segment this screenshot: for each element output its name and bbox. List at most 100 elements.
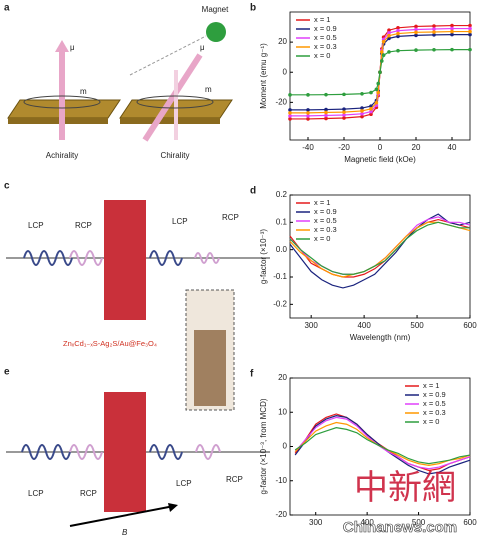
x-tick-label: 600 (463, 321, 477, 330)
data-point (450, 23, 454, 28)
legend-label: x = 0.9 (314, 24, 337, 33)
data-point (369, 109, 373, 114)
y-tick-label: 0 (283, 442, 288, 451)
helix (69, 250, 103, 266)
x-axis-title: Wavelength (nm) (350, 333, 411, 342)
data-point (306, 114, 310, 118)
legend-label: x = 0 (314, 234, 330, 243)
data-point (396, 26, 400, 30)
x-tick-label: 300 (304, 321, 318, 330)
legend-label: x = 0.9 (423, 390, 446, 399)
helix (195, 444, 221, 460)
y-tick-label: 20 (278, 373, 287, 382)
magnet (206, 22, 226, 42)
slab-side (8, 118, 108, 124)
y-axis-title: g-factor (×10⁻³, from MCD) (259, 398, 268, 494)
slab-side (120, 118, 220, 124)
legend-label: x = 0.5 (314, 33, 337, 42)
data-point (360, 109, 364, 113)
data-point (360, 111, 364, 116)
data-point (381, 39, 386, 44)
moment-arrow (142, 53, 203, 142)
helix (69, 444, 103, 460)
data-point (380, 50, 384, 54)
panel-label: d (250, 186, 256, 197)
x-tick-label: 500 (410, 321, 424, 330)
y-tick-label: 20 (278, 37, 287, 46)
data-point (342, 113, 346, 117)
series-line (294, 427, 471, 465)
data-point (306, 93, 310, 97)
data-point (468, 26, 472, 31)
helix (149, 444, 183, 460)
panel-label: b (250, 3, 256, 14)
mu: μ (70, 43, 75, 52)
data-point (374, 101, 379, 105)
panel-label: f (250, 369, 254, 380)
data-point (468, 47, 472, 52)
lcp: LCP (28, 489, 44, 498)
data-point (342, 110, 346, 114)
rcp: RCP (75, 221, 92, 230)
data-point (432, 33, 436, 37)
arrowhead (55, 40, 69, 52)
data-point (414, 24, 418, 29)
legend-label: x = 0 (423, 417, 439, 426)
data-point (306, 111, 310, 115)
x-tick-label: 300 (309, 518, 323, 527)
rcp: RCP (226, 475, 243, 484)
data-point (387, 28, 391, 33)
data-point (396, 31, 400, 36)
panel-c: c LCP RCP LCP RCP ZnₓCd₁₋ₓS-Ag₂S/Au@Fe₃O… (4, 181, 270, 411)
data-point (288, 93, 292, 97)
y-tick-label: -0.1 (273, 272, 287, 281)
y-axis-title: g-factor (×10⁻³) (259, 229, 268, 284)
panel-e: e LCP RCP LCP RCP B (4, 367, 270, 537)
legend-label: x = 1 (314, 198, 330, 207)
helix (23, 250, 73, 266)
data-point (342, 116, 346, 120)
data-point (369, 112, 373, 117)
watermark-logo: 中新網 (354, 469, 456, 507)
data-point (396, 28, 400, 33)
data-point (360, 106, 364, 110)
y-tick-label: -10 (275, 476, 287, 485)
y-tick-label: -0.2 (273, 299, 287, 308)
legend-label: x = 0.5 (314, 216, 337, 225)
legend-label: x = 0.5 (423, 399, 446, 408)
watermark-site: Chinanews.com (343, 519, 457, 536)
helix (149, 250, 183, 266)
panel-a: a μ m Achirality Magnet μ m Chirality (4, 3, 233, 160)
arrowhead (168, 503, 178, 512)
data-point (450, 29, 454, 34)
legend-label: x = 1 (314, 15, 330, 24)
data-point (381, 53, 386, 58)
legend-label: x = 0.3 (423, 408, 446, 417)
y-tick-label: 0.0 (276, 245, 288, 254)
data-point (288, 114, 292, 118)
plot-frame (289, 194, 471, 319)
y-tick-label: 0 (283, 67, 288, 76)
lcp: LCP (28, 221, 44, 230)
legend-label: x = 0 (314, 51, 330, 60)
guide (129, 35, 207, 76)
lcp: LCP (176, 479, 192, 488)
data-point (432, 47, 436, 52)
panel-label: e (4, 367, 10, 378)
x-tick-label: 40 (448, 143, 457, 152)
data-point (414, 48, 418, 52)
y-axis-title: Moment (emu g⁻¹) (259, 43, 268, 109)
mu: μ (200, 43, 205, 52)
x-tick-label: 600 (463, 518, 477, 527)
series-line (289, 213, 471, 289)
data-point (468, 23, 472, 28)
rotation (136, 95, 214, 109)
data-point (414, 33, 418, 38)
data-point (324, 113, 328, 118)
rcp: RCP (222, 213, 239, 222)
data-point (369, 90, 373, 95)
sample-block (104, 392, 146, 512)
m: m (80, 87, 87, 96)
x-tick-label: 0 (378, 143, 383, 152)
